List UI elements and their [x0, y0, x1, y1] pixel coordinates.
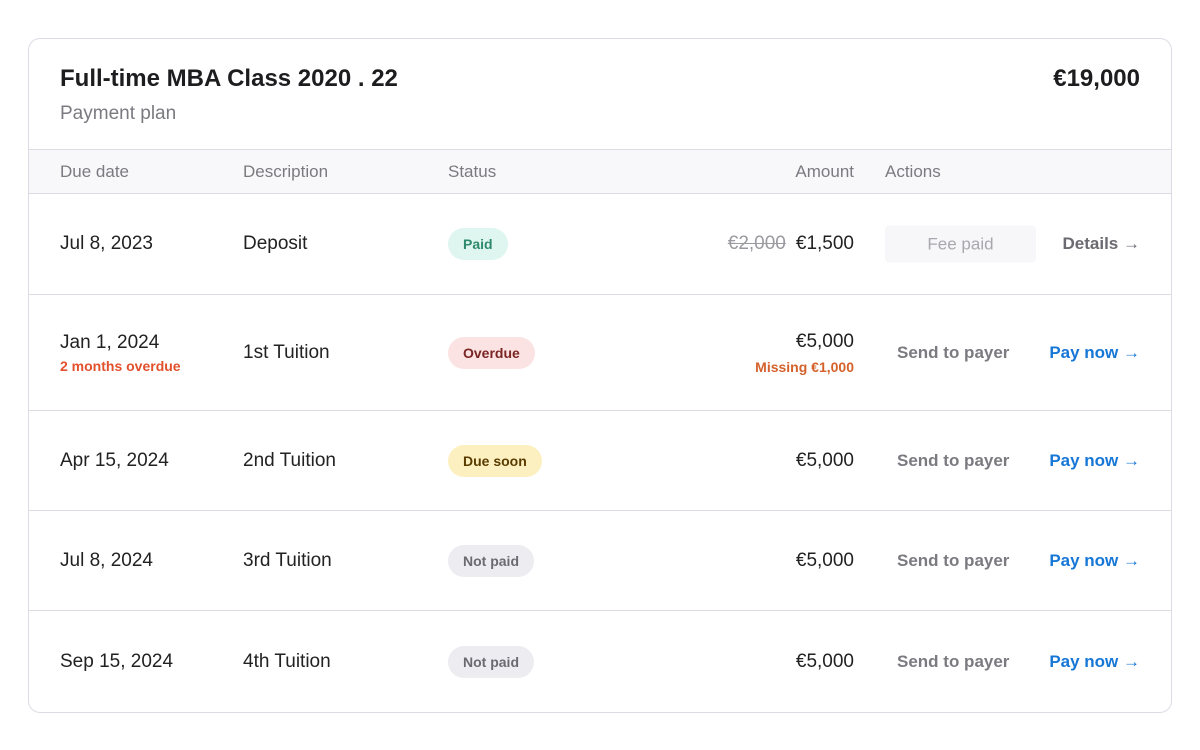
due-date: Jan 1, 2024 2 months overdue: [60, 332, 181, 374]
page-title: Full-time MBA Class 2020 . 22: [60, 65, 398, 92]
pay-now-link[interactable]: Pay now →: [1049, 651, 1140, 671]
table-row: Sep 15, 2024 4th Tuition Not paid €5,000…: [29, 611, 1171, 712]
table-header: Due date Description Status Amount Actio…: [29, 149, 1171, 194]
column-amount: Amount: [795, 162, 854, 181]
due-date: Apr 15, 2024: [60, 449, 169, 471]
column-description: Description: [243, 162, 329, 181]
description: Deposit: [243, 233, 308, 254]
amount: €5,000 Missing €1,000: [755, 331, 854, 375]
fee-paid-button: Fee paid: [885, 225, 1036, 263]
due-date: Jul 8, 2023: [60, 233, 153, 254]
column-due-date: Due date: [60, 162, 129, 181]
status-badge: Not paid: [448, 544, 534, 577]
amount-value: €5,000: [795, 330, 854, 352]
details-link[interactable]: Details →: [1062, 234, 1140, 253]
pay-now-link[interactable]: Pay now →: [1049, 342, 1140, 362]
send-to-payer-button[interactable]: Send to payer: [897, 342, 1010, 362]
due-date-value: Jan 1, 2024: [60, 331, 160, 353]
column-status: Status: [448, 162, 497, 181]
description: 2nd Tuition: [243, 449, 336, 471]
table-row: Jan 1, 2024 2 months overdue 1st Tuition …: [29, 295, 1171, 411]
table-row: Apr 15, 2024 2nd Tuition Due soon €5,000…: [29, 411, 1171, 511]
status-badge: Paid: [448, 228, 508, 260]
overdue-note: 2 months overdue: [60, 357, 181, 374]
pay-now-link[interactable]: Pay now →: [1049, 550, 1140, 570]
description: 4th Tuition: [243, 650, 331, 672]
original-amount: €2,000: [727, 233, 786, 254]
status-badge: Not paid: [448, 645, 534, 678]
description: 3rd Tuition: [243, 549, 332, 571]
amount: €5,000: [795, 449, 854, 471]
payment-plan-card: Full-time MBA Class 2020 . 22 Payment pl…: [28, 38, 1172, 713]
status-badge: Due soon: [448, 444, 542, 477]
amount: €2,000 €1,500: [728, 233, 854, 255]
amount-value: €1,500: [795, 233, 854, 254]
total-amount: €19,000: [1053, 65, 1140, 92]
due-date: Sep 15, 2024: [60, 650, 174, 672]
column-actions: Actions: [885, 162, 941, 181]
due-date: Jul 8, 2024: [60, 549, 153, 571]
amount: €5,000: [795, 549, 854, 571]
send-to-payer-button[interactable]: Send to payer: [897, 651, 1010, 671]
page-subtitle: Payment plan: [60, 103, 177, 124]
send-to-payer-button[interactable]: Send to payer: [897, 550, 1010, 570]
table-row: Jul 8, 2023 Deposit Paid €2,000 €1,500 Fe…: [29, 194, 1171, 295]
amount: €5,000: [795, 650, 854, 672]
pay-now-link[interactable]: Pay now →: [1049, 450, 1140, 470]
missing-amount: Missing €1,000: [755, 358, 854, 375]
description: 1st Tuition: [243, 341, 330, 363]
table-row: Jul 8, 2024 3rd Tuition Not paid €5,000 …: [29, 511, 1171, 611]
status-badge: Overdue: [448, 336, 535, 369]
send-to-payer-button[interactable]: Send to payer: [897, 450, 1010, 470]
